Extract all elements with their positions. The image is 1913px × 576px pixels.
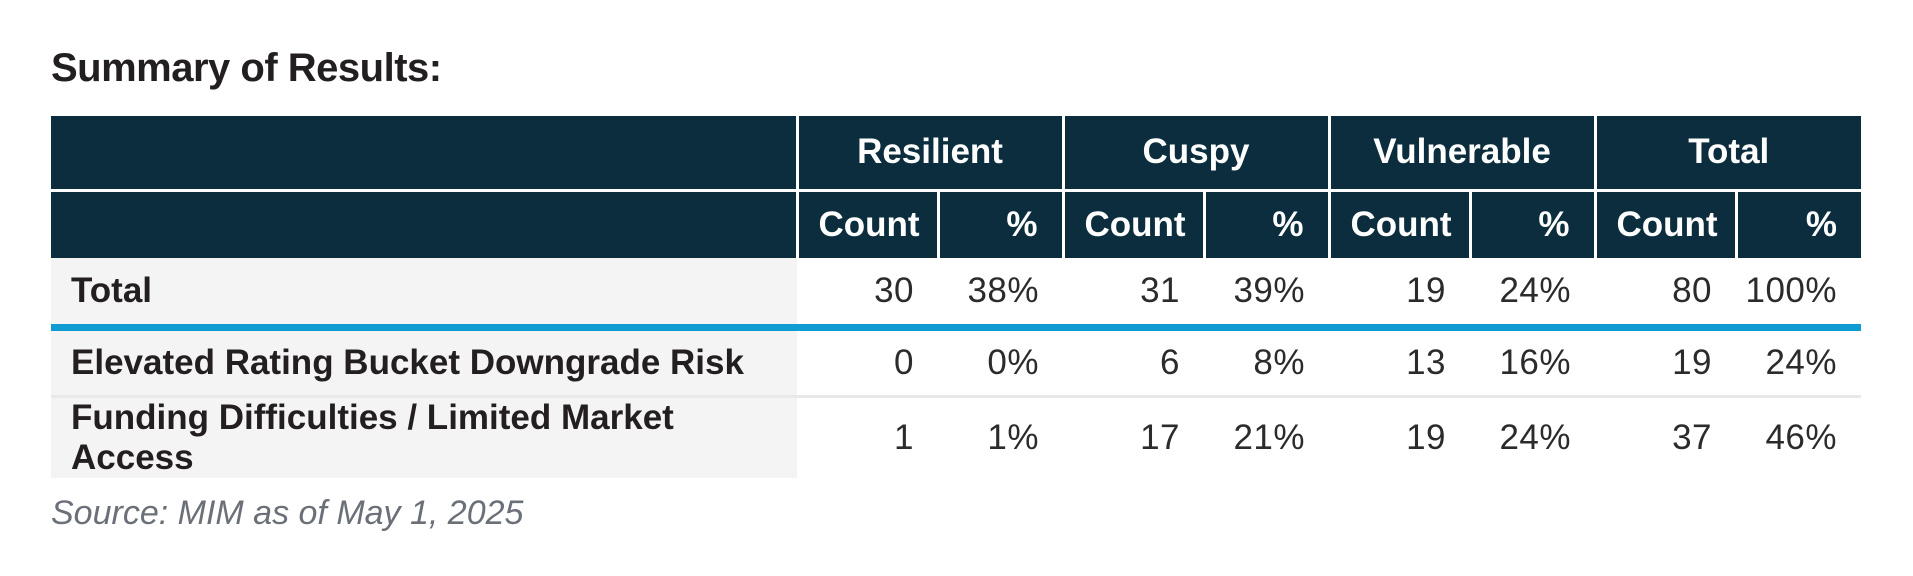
data-cell: 46% <box>1736 396 1862 478</box>
table-row-funding-difficulties: Funding Difficulties / Limited Market Ac… <box>51 396 1862 478</box>
data-cell: 19 <box>1595 327 1737 398</box>
data-cell: 39% <box>1204 258 1330 331</box>
data-cell: 80 <box>1595 258 1737 331</box>
count-header: Count <box>1061 190 1205 258</box>
data-cell: 0 <box>797 327 938 398</box>
data-cell: 16% <box>1470 327 1596 398</box>
label-column-subheader <box>51 190 797 258</box>
data-cell: 24% <box>1470 258 1596 331</box>
row-label: Total <box>51 258 797 331</box>
data-cell: 1% <box>938 396 1064 478</box>
group-header-resilient: Resilient <box>795 116 1064 192</box>
data-cell: 100% <box>1736 258 1862 331</box>
data-cell: 38% <box>938 258 1064 331</box>
count-header: Count <box>795 190 938 258</box>
data-cell: 21% <box>1204 396 1330 478</box>
summary-results-table: Resilient Cuspy Vulnerable Total Count %… <box>51 116 1862 478</box>
data-cell: 17 <box>1063 396 1205 478</box>
table-row-elevated-rating: Elevated Rating Bucket Downgrade Risk 0 … <box>51 327 1862 398</box>
table-row-total: Total 30 38% 31 39% 19 24% 80 100% <box>51 258 1862 331</box>
percent-header: % <box>1734 190 1862 258</box>
subheader-row: Count % Count % Count % Count % <box>51 190 1862 258</box>
data-cell: 8% <box>1204 327 1330 398</box>
data-cell: 31 <box>1063 258 1205 331</box>
percent-header: % <box>1202 190 1330 258</box>
data-cell: 19 <box>1329 258 1471 331</box>
group-header-row: Resilient Cuspy Vulnerable Total <box>51 116 1862 192</box>
data-cell: 1 <box>797 396 938 478</box>
data-cell: 37 <box>1595 396 1737 478</box>
count-header: Count <box>1593 190 1737 258</box>
row-label: Elevated Rating Bucket Downgrade Risk <box>51 327 797 398</box>
data-cell: 19 <box>1329 396 1471 478</box>
page-title: Summary of Results: <box>51 46 442 90</box>
percent-header: % <box>936 190 1064 258</box>
data-cell: 13 <box>1329 327 1471 398</box>
data-cell: 24% <box>1736 327 1862 398</box>
count-header: Count <box>1327 190 1471 258</box>
row-label: Funding Difficulties / Limited Market Ac… <box>51 396 797 478</box>
group-header-vulnerable: Vulnerable <box>1327 116 1596 192</box>
percent-header: % <box>1468 190 1596 258</box>
source-note: Source: MIM as of May 1, 2025 <box>51 493 524 532</box>
data-cell: 0% <box>938 327 1064 398</box>
group-header-total: Total <box>1593 116 1862 192</box>
data-cell: 30 <box>797 258 938 331</box>
group-header-cuspy: Cuspy <box>1061 116 1330 192</box>
data-cell: 24% <box>1470 396 1596 478</box>
page: Summary of Results: Resilient Cuspy Vuln… <box>51 46 1862 532</box>
label-column-header <box>51 116 797 192</box>
data-cell: 6 <box>1063 327 1205 398</box>
